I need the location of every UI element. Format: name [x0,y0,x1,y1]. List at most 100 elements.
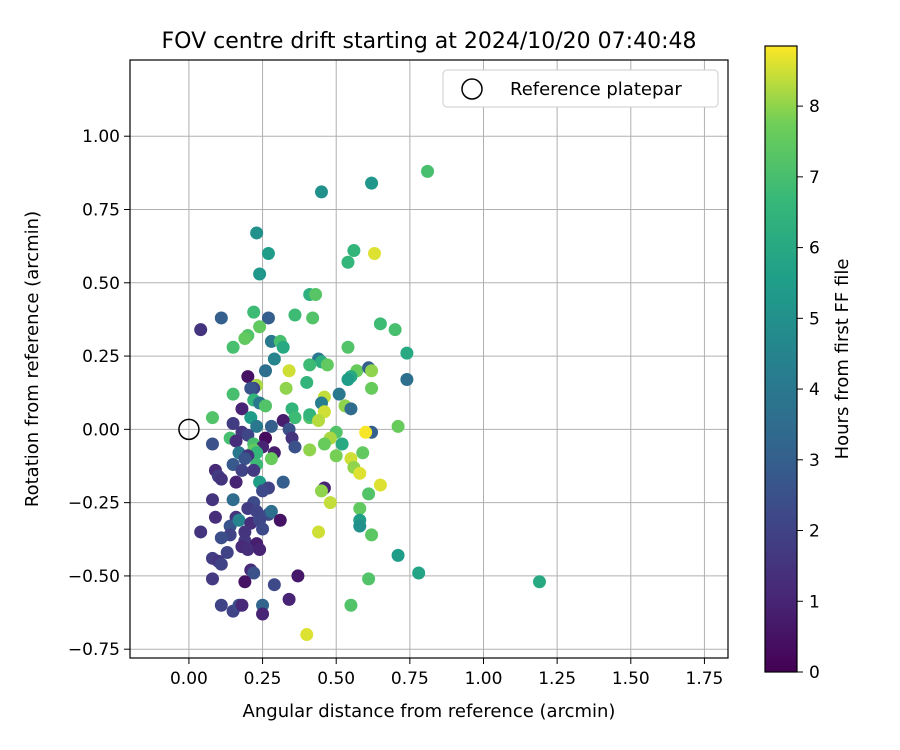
data-point [264,419,278,433]
data-point [253,320,267,334]
y-tick-label: 0.75 [82,201,120,221]
data-point [332,387,346,401]
data-point [288,308,302,322]
data-point [235,598,249,612]
data-point [205,493,219,507]
data-point [532,575,546,589]
colorbar-tick-label: 7 [809,168,820,188]
data-point [229,475,243,489]
data-point [226,416,240,430]
y-axis-label: Rotation from reference (arcmin) [22,211,43,507]
chart-title: FOV centre drift starting at 2024/10/20 … [162,29,697,54]
y-tick-label: −0.25 [68,494,120,514]
data-point [317,437,331,451]
data-point [421,164,435,178]
data-point [241,543,255,557]
data-point [291,569,305,583]
x-tick-label: 0.75 [391,669,429,689]
data-point [362,487,376,501]
data-point [303,443,317,457]
legend-box [442,69,719,108]
data-point [194,323,208,337]
data-point [282,592,296,606]
y-axis-ticks: −0.75 −0.50 −0.25 0.00 0.25 0.50 0.75 1.00 [68,127,130,660]
data-point [400,346,414,360]
data-point [214,472,228,486]
data-point [276,475,290,489]
x-tick-label: 1.50 [612,669,650,689]
data-point [356,446,370,460]
data-point [250,419,264,433]
data-point [229,434,243,448]
data-point [329,449,343,463]
y-tick-label: 0.50 [82,274,120,294]
x-tick-label: 0.25 [244,669,282,689]
data-point [365,176,379,190]
data-point [288,411,302,425]
data-point [273,513,287,527]
data-point [253,267,267,281]
legend: Reference platepar [442,69,719,108]
data-point [238,331,252,345]
data-point [247,463,261,477]
data-point [300,375,314,389]
data-point [300,628,314,642]
x-axis-ticks: 0.00 0.25 0.50 0.75 1.00 1.25 1.50 1.75 [170,658,723,689]
data-points [194,164,546,642]
data-point [253,543,267,557]
data-point [353,466,367,480]
x-tick-label: 0.50 [317,669,355,689]
legend-label: Reference platepar [510,79,682,100]
data-point [312,414,326,428]
data-point [335,437,349,451]
data-point [244,381,258,395]
data-point [214,598,228,612]
data-point [391,548,405,562]
y-tick-label: −0.50 [68,567,120,587]
data-point [288,440,302,454]
data-point [323,496,337,510]
data-point [238,575,252,589]
data-point [256,484,270,498]
data-point [344,402,358,416]
data-point [264,452,278,466]
data-point [309,288,323,302]
data-point [303,358,317,372]
data-point [214,531,228,545]
data-point [353,502,367,515]
colorbar-tick-label: 6 [809,239,820,259]
plot-frame [129,59,729,659]
data-point [412,566,426,580]
data-point [256,522,270,536]
colorbar-tick-label: 3 [809,451,820,471]
data-point [347,244,361,258]
data-point [388,323,402,337]
data-point [264,504,278,518]
data-point [235,402,249,416]
data-point [365,528,379,542]
data-point [373,317,387,331]
data-point [279,381,293,395]
data-point [232,513,246,527]
x-tick-label: 1.25 [538,669,576,689]
colorbar: 0 1 2 3 4 5 6 7 8 Hours from first FF file [764,45,853,683]
data-point [247,566,261,580]
colorbar-tick-label: 4 [809,380,820,400]
data-point [205,572,219,586]
data-point [276,340,290,354]
data-point [214,311,228,325]
data-point [368,246,382,260]
data-point [259,364,273,378]
data-point [341,373,355,387]
data-point [344,598,358,612]
colorbar-tick-label: 8 [809,97,820,117]
reference-point-marker [178,418,200,441]
x-tick-label: 1.75 [686,669,724,689]
data-point [306,311,320,325]
data-point [259,399,273,413]
colorbar-tick-label: 0 [809,663,820,683]
data-point [205,411,219,425]
data-point [391,419,405,433]
data-point [282,364,296,378]
